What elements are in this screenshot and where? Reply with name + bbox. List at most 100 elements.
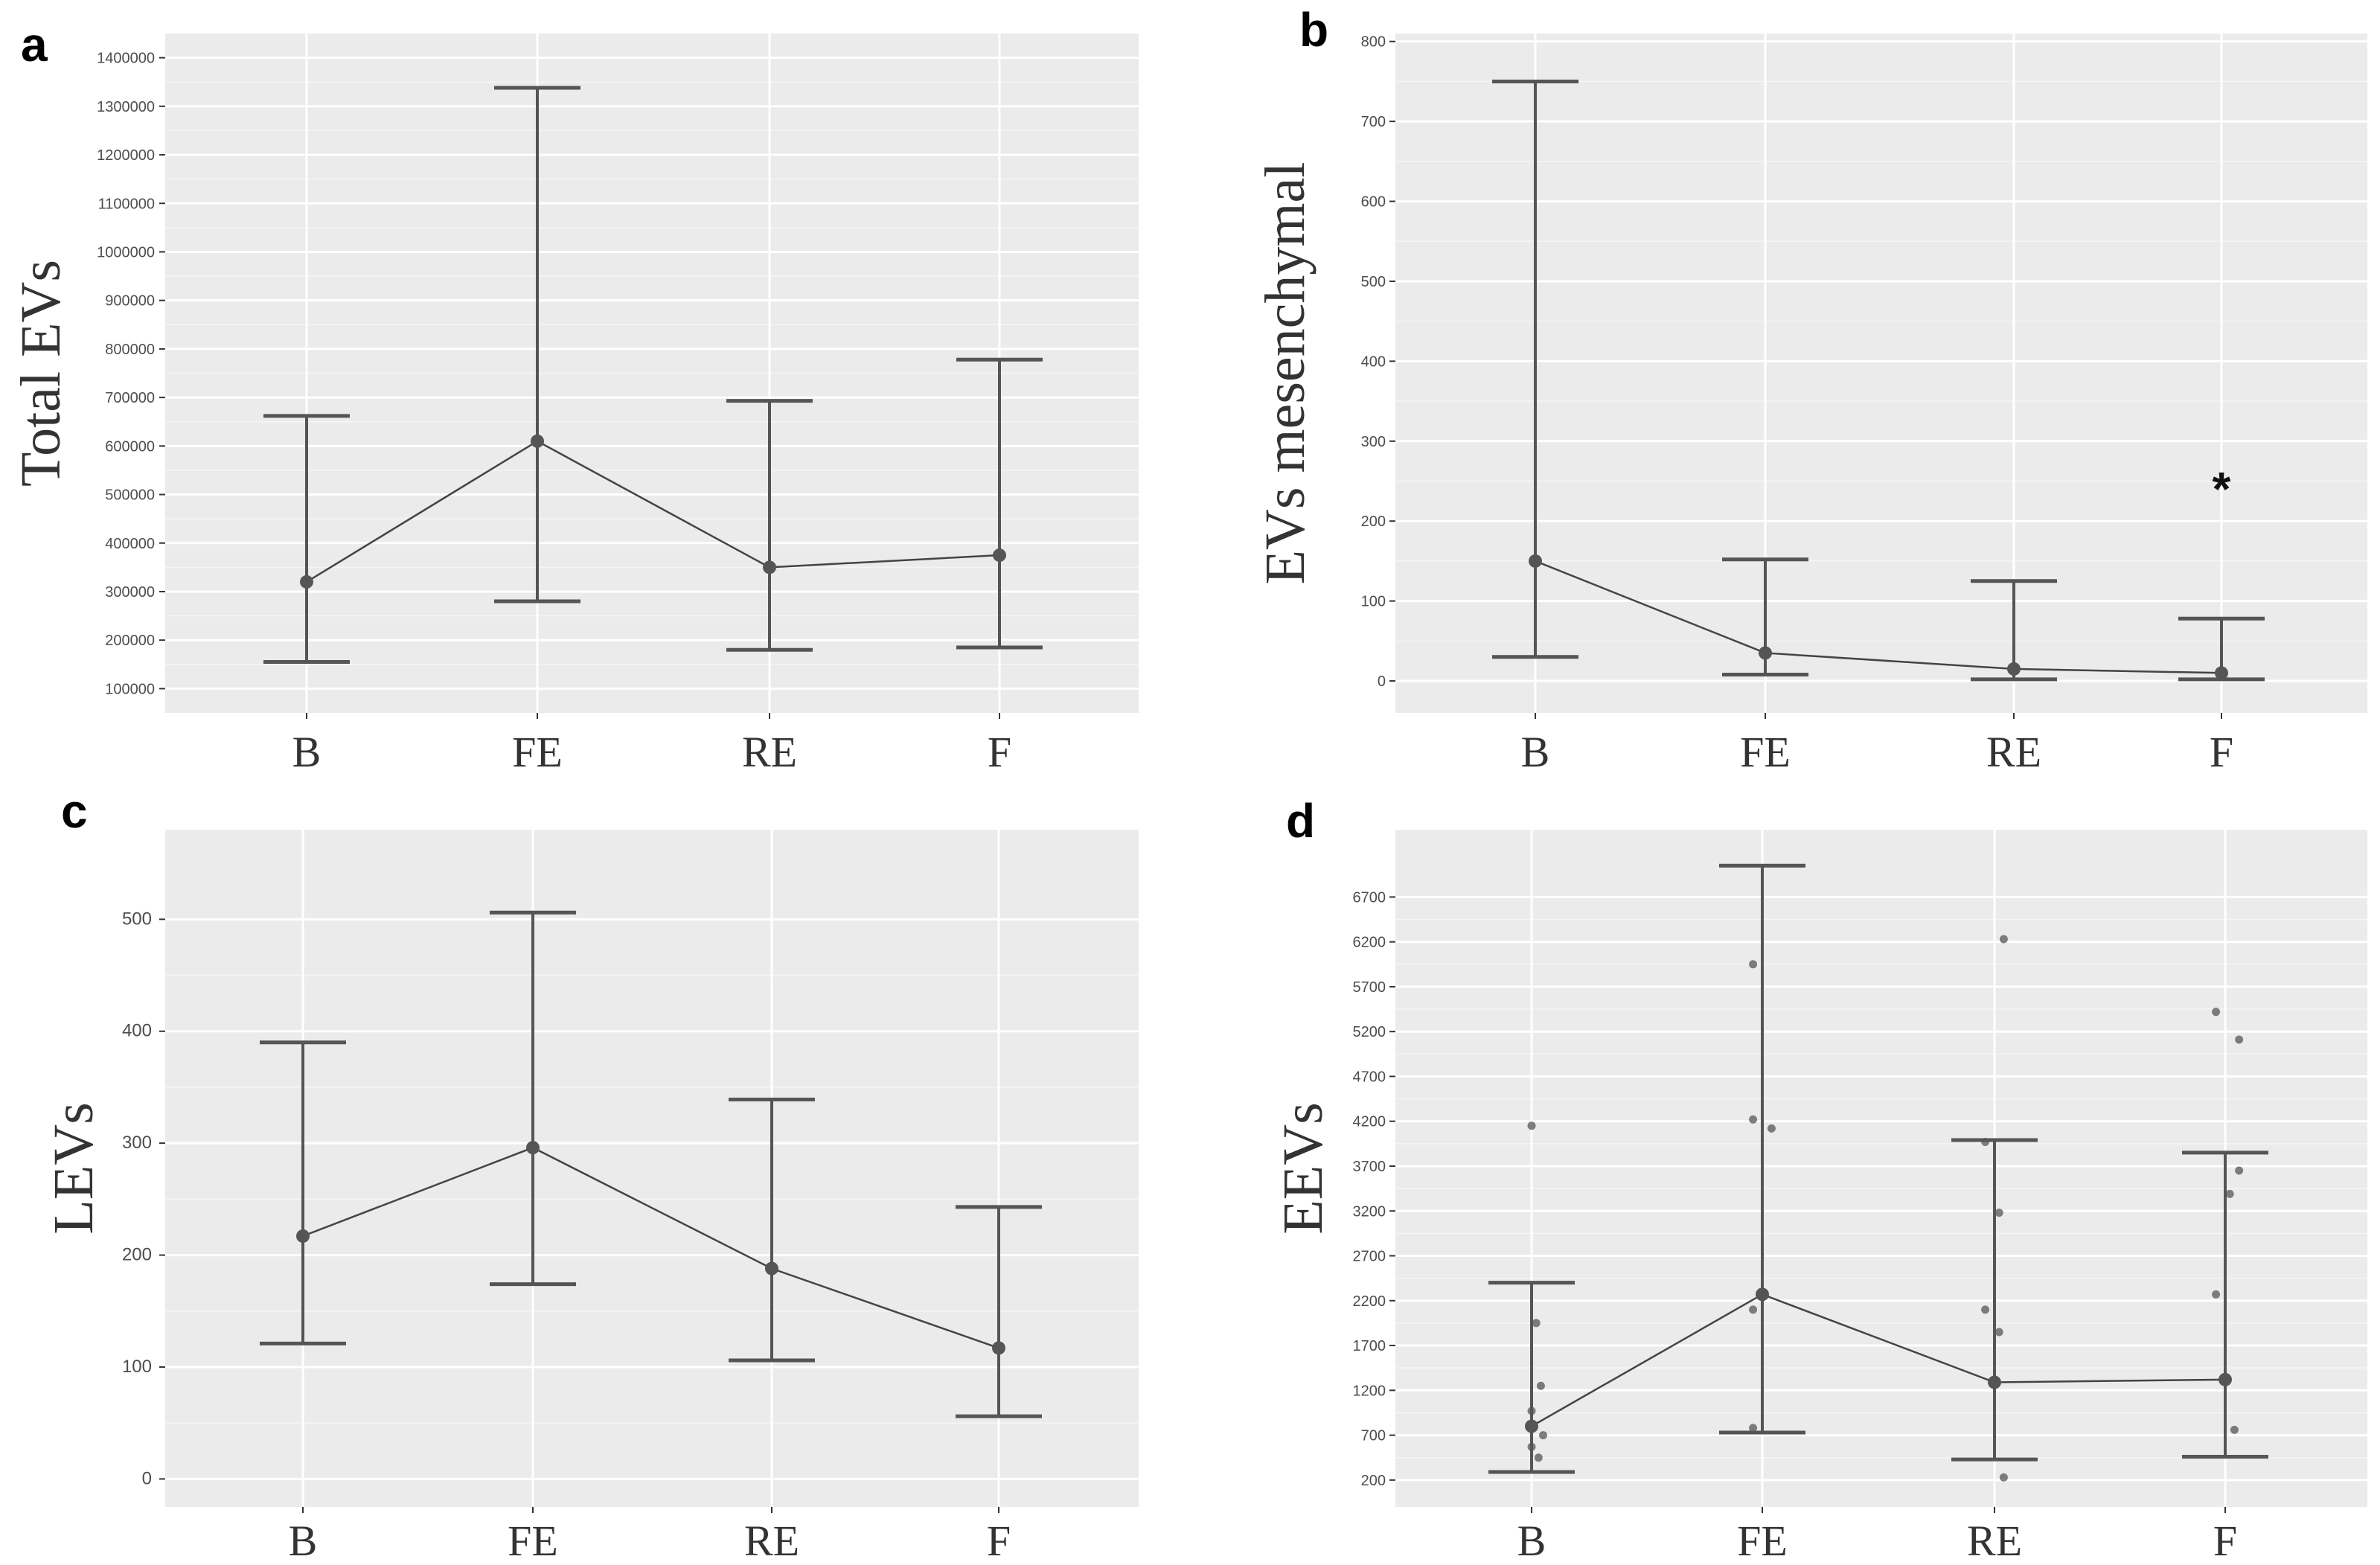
y-tick-label: 600000 — [105, 438, 155, 455]
data-point — [2225, 1189, 2234, 1198]
y-tick-label: 2200 — [1353, 1293, 1386, 1310]
mean-point-FE — [531, 434, 544, 448]
panel-letter: b — [1299, 3, 1328, 57]
data-point — [1994, 1209, 2003, 1217]
y-tick-label: 300 — [122, 1133, 152, 1153]
x-tick-label-FE: FE — [1740, 728, 1791, 776]
y-tick-label: 6200 — [1353, 935, 1386, 951]
panel-letter: a — [21, 18, 48, 71]
data-point — [1539, 1431, 1548, 1440]
y-tick-label: 6700 — [1353, 889, 1386, 906]
x-tick-label-B: B — [1521, 728, 1550, 776]
panel-letter: d — [1286, 794, 1315, 848]
panel-d: 200 700 1200 1700 2200 2700 3200 3700 4200 4700 52… — [1272, 794, 2367, 1565]
x-tick-label-F: F — [988, 728, 1011, 776]
y-tick-label: 200 — [1361, 1473, 1386, 1489]
y-tick-labels: 0 100 200 300 400 500 600 700 800 — [1361, 34, 1386, 690]
y-axis-label: Total EVs — [10, 260, 72, 487]
y-tick-label: 5700 — [1353, 979, 1386, 996]
panel-a: 100000 200000 300000 400000 500000 600000 7000… — [10, 18, 1139, 776]
data-point — [2235, 1035, 2244, 1044]
y-axis-label: LEVs — [42, 1102, 105, 1234]
mean-point-B — [300, 575, 313, 589]
significance-asterisk: * — [2213, 462, 2231, 516]
y-tick-label: 1700 — [1353, 1338, 1386, 1354]
x-tick-labels: B FE RE F — [292, 728, 1011, 776]
x-tick-labels: B FE RE F — [289, 1517, 1011, 1565]
data-point — [1767, 1124, 1776, 1133]
mean-line — [1535, 560, 2222, 674]
x-tick-label-FE: FE — [512, 728, 563, 776]
y-tick-label: 200000 — [105, 633, 155, 649]
x-tick-label-F: F — [2213, 1517, 2237, 1565]
mean-point-F — [2215, 666, 2228, 680]
x-tick-label-FE: FE — [508, 1517, 558, 1565]
mean-point-RE — [765, 1261, 778, 1276]
data-point — [1749, 1424, 1758, 1433]
plot-background — [1395, 33, 2367, 713]
data-point — [2212, 1008, 2221, 1017]
data-point — [1534, 1453, 1543, 1462]
x-tick-label-B: B — [292, 728, 322, 776]
y-tick-labels: 100000 200000 300000 400000 500000 600000 7000… — [97, 51, 155, 698]
plot-background — [165, 830, 1139, 1507]
mean-point-F — [992, 1341, 1005, 1355]
y-tick-label: 3200 — [1353, 1203, 1386, 1220]
y-tick-label: 700000 — [105, 390, 155, 406]
y-tick-label: 100 — [1361, 594, 1386, 610]
panel-c: 0 100 200 300 400 500 B FE RE F LEVs c — [42, 784, 1139, 1565]
y-tick-label: 600 — [1361, 194, 1386, 211]
x-tick-label-FE: FE — [1737, 1517, 1788, 1565]
series-0 — [263, 86, 1043, 665]
x-tick-label-RE: RE — [1986, 728, 2041, 776]
y-tick-label: 200 — [122, 1245, 152, 1265]
y-tick-label: 400 — [122, 1021, 152, 1041]
data-point — [2212, 1290, 2221, 1299]
y-tick-label: 400 — [1361, 353, 1386, 370]
y-tick-label: 1400000 — [97, 51, 155, 67]
y-tick-label: 3700 — [1353, 1159, 1386, 1175]
data-point — [2230, 1425, 2239, 1434]
y-axis-label: EVs mesenchymal — [1254, 162, 1317, 585]
x-tick-label-F: F — [987, 1517, 1011, 1565]
x-tick-label-B: B — [1517, 1517, 1546, 1565]
y-tick-label: 4200 — [1353, 1114, 1386, 1130]
y-tick-label: 400000 — [105, 536, 155, 552]
panel-b: 0 100 200 300 400 500 600 700 800 B FE RE F EVs mesen… — [1254, 3, 2367, 776]
mean-point-FE — [526, 1141, 540, 1155]
y-tick-label: 100 — [122, 1357, 152, 1377]
y-tick-label: 1200000 — [97, 147, 155, 164]
y-tick-label: 500 — [1361, 274, 1386, 290]
series-0 — [1492, 79, 2265, 682]
y-tick-label: 200 — [1361, 513, 1386, 530]
data-point — [1532, 1319, 1541, 1328]
y-tick-label: 300 — [1361, 434, 1386, 450]
y-tick-label: 1200 — [1353, 1383, 1386, 1399]
mean-point-FE — [1759, 646, 1772, 660]
y-tick-label: 500000 — [105, 487, 155, 504]
data-point — [1749, 1305, 1758, 1314]
data-point — [1536, 1381, 1545, 1390]
mean-point-RE — [763, 560, 776, 575]
y-tick-label: 2700 — [1353, 1249, 1386, 1265]
x-tick-label-RE: RE — [744, 1517, 799, 1565]
mean-point-F — [993, 548, 1006, 563]
mean-point-B — [1525, 1419, 1538, 1433]
y-tick-label: 0 — [1378, 673, 1386, 690]
y-tick-labels: 0 100 200 300 400 500 — [122, 909, 152, 1488]
mean-line — [1531, 1293, 2226, 1427]
x-tick-labels: B FE RE F — [1521, 728, 2233, 776]
x-tick-label-RE: RE — [742, 728, 797, 776]
y-tick-label: 1100000 — [98, 196, 155, 212]
charts: 1000002000003000004000005000006000007000… — [10, 3, 2367, 1565]
y-tick-label: 5200 — [1353, 1024, 1386, 1040]
y-axis-label: EEVs — [1272, 1102, 1334, 1234]
data-point — [1527, 1121, 1536, 1130]
x-tick-label-RE: RE — [1967, 1517, 2022, 1565]
y-tick-label: 700 — [1361, 1428, 1386, 1444]
y-tick-label: 500 — [122, 909, 152, 929]
mean-line — [306, 440, 1000, 583]
series-0 — [1488, 863, 2268, 1474]
mean-point-F — [2219, 1372, 2232, 1386]
